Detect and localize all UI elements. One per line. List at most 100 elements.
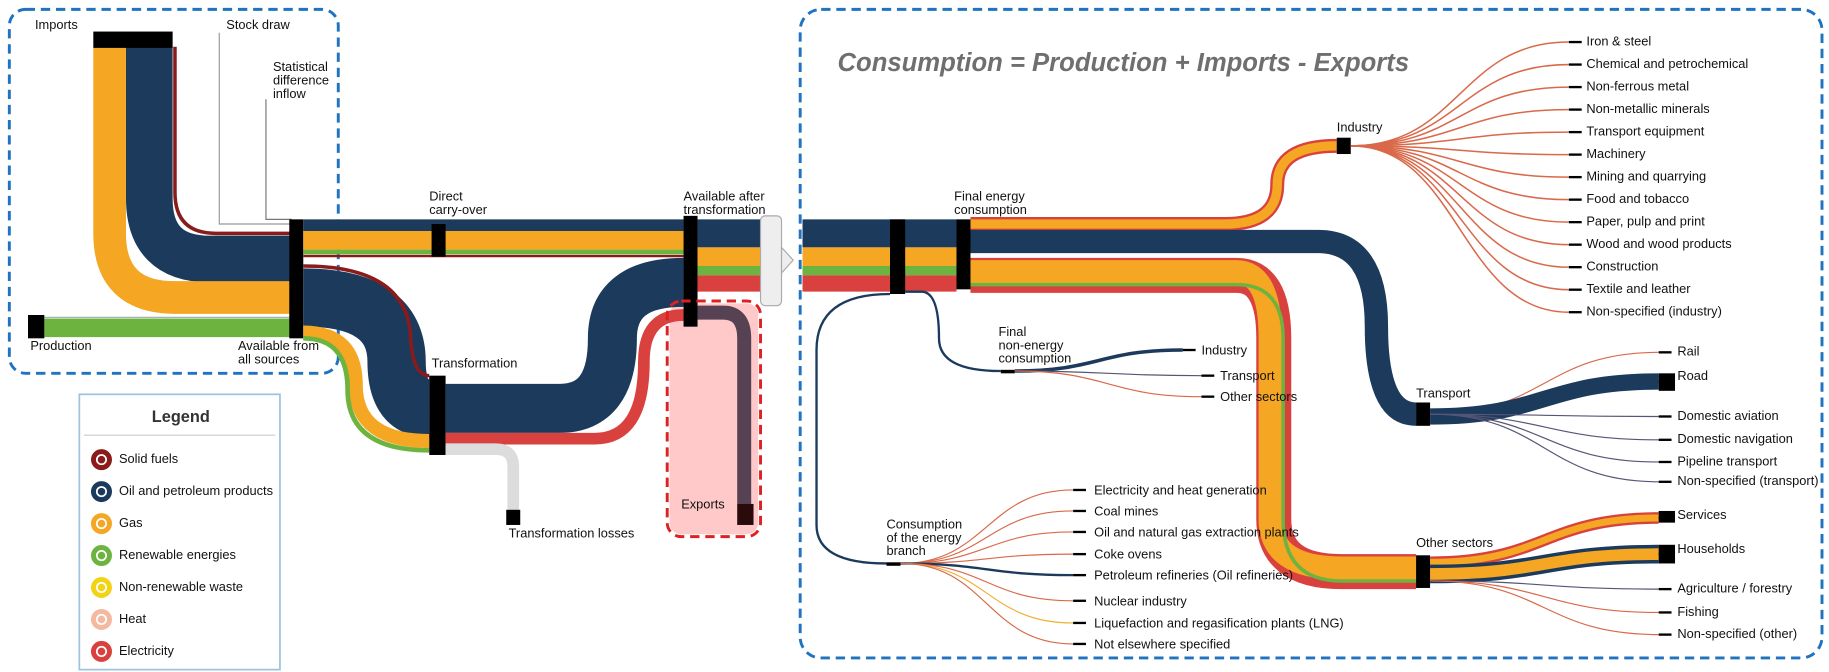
node-bar (886, 562, 901, 566)
node-label: Not elsewhere specified (1094, 637, 1230, 652)
node-label: difference (273, 73, 329, 88)
legend-icon (89, 447, 114, 472)
legend-title: Legend (152, 408, 210, 426)
node-bar (27, 315, 45, 339)
flow (905, 290, 1001, 373)
flow (1430, 580, 1659, 614)
node-label: consumption (998, 351, 1071, 366)
node-label: Petroleum refineries (Oil refineries) (1094, 568, 1293, 583)
node-bar (93, 31, 173, 48)
legend-icon-inner (95, 454, 108, 466)
node-bar (1416, 555, 1431, 588)
flow (900, 562, 1074, 645)
flow (970, 260, 1417, 580)
node-bar (1658, 510, 1676, 523)
node-label: Nuclear industry (1094, 593, 1187, 608)
flow (1014, 370, 1202, 398)
node-label: Pipeline transport (1677, 453, 1777, 468)
legend-icon-inner (95, 486, 108, 498)
legend-icon-inner (95, 549, 108, 562)
node-label: carry-over (429, 202, 487, 217)
flow (697, 305, 752, 504)
sources-box (7, 7, 340, 375)
flow (1350, 145, 1569, 246)
flow (1350, 145, 1569, 313)
node-label: non-energy (998, 337, 1063, 352)
flow (1350, 145, 1569, 156)
flow (1430, 548, 1659, 580)
node-label: Households (1677, 541, 1745, 556)
node-label: Textile and leather (1586, 281, 1691, 296)
flow (1350, 145, 1569, 178)
formula: Consumption = Production + Imports - Exp… (838, 49, 1410, 77)
flow (1350, 131, 1569, 147)
flow (173, 46, 297, 236)
flow (900, 531, 1074, 565)
node-label: Construction (1586, 259, 1658, 274)
node-label: Available after (684, 189, 766, 204)
legend-label: Gas (119, 515, 143, 530)
node-label: Chemical and petrochemical (1586, 56, 1748, 71)
node-label: all sources (238, 351, 299, 366)
node-bar (956, 219, 971, 290)
flow (970, 282, 1417, 583)
node-label: Transport equipment (1586, 123, 1704, 138)
legend-label: Electricity (119, 643, 174, 658)
flow (970, 229, 1418, 426)
node-label: Machinery (1586, 146, 1646, 161)
legend-icon (89, 511, 114, 536)
node-label: Wood and wood products (1586, 236, 1731, 251)
node-label: Transformation (432, 355, 518, 370)
flow (93, 46, 297, 314)
legend-icon (89, 479, 114, 504)
flow (1014, 348, 1183, 373)
consumption-box (798, 7, 1824, 660)
node-label: transformation (684, 202, 766, 217)
node-label: Domestic navigation (1677, 431, 1793, 446)
legend-icon (89, 607, 114, 632)
legend-label: Solid fuels (119, 451, 178, 466)
flow (1430, 413, 1659, 483)
node-label: Final (998, 324, 1026, 339)
node-bar (429, 375, 446, 455)
legend-icon-inner (95, 613, 108, 625)
legend-icon (89, 543, 114, 568)
flow (900, 562, 1074, 602)
flow (303, 336, 430, 453)
node-label: Consumption (887, 516, 963, 531)
node-bar (890, 219, 906, 295)
flow (1430, 413, 1659, 441)
node-label: Food and tobacco (1586, 191, 1689, 206)
flow (1350, 145, 1569, 201)
node-bar (289, 219, 304, 339)
node-label: Statistical (273, 59, 328, 74)
legend-icon-inner (95, 645, 108, 657)
node-bar (1416, 402, 1431, 426)
flow (1430, 580, 1659, 636)
legend-icon-inner (95, 581, 108, 594)
node-label: Liquefaction and regasification plants (… (1094, 616, 1344, 631)
arrow-head (780, 245, 794, 275)
node-label: Production (30, 338, 91, 353)
legend-box (78, 393, 281, 671)
node-label: Non-specified (other) (1677, 626, 1797, 641)
flow (900, 562, 1074, 624)
node-label: Imports (35, 17, 78, 32)
node-bar (1000, 369, 1015, 374)
node-label: Final energy (954, 189, 1025, 204)
node-label: Industry (1201, 343, 1247, 358)
flow (445, 443, 520, 511)
node-label: Rail (1677, 344, 1699, 359)
flow (302, 268, 432, 438)
flow (1430, 413, 1659, 418)
node-bar (431, 224, 446, 257)
flow (265, 99, 292, 220)
node-label: consumption (954, 202, 1027, 217)
flow (445, 257, 685, 433)
node-bar (1658, 373, 1676, 391)
flow (1430, 413, 1659, 463)
flow (1350, 63, 1569, 147)
flow (303, 325, 430, 448)
flow (900, 562, 1074, 577)
